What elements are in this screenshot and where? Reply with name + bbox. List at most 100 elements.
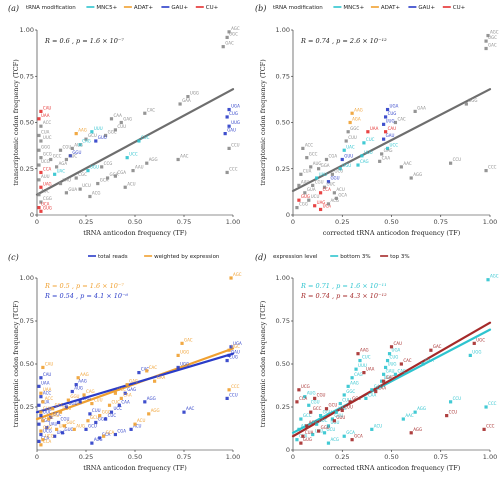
data-point-label: GAC [433,344,442,349]
data-point-label: UCC [390,142,399,147]
data-point-label: AGG [147,396,156,401]
data-point-label: GGC [352,396,361,401]
y-tick-label: 1.00 [20,26,34,34]
y-tick-label: 0.25 [276,165,290,173]
data-point-label: CAA [121,399,130,404]
data-point-label: CAC [141,367,149,372]
data-point-label: ACC [43,391,51,396]
data-point [299,172,303,176]
data-point-label: AUG [74,142,83,147]
data-point-label: CUA [41,399,50,404]
data-point-label: GGU [72,150,81,155]
data-point-label: CUU [344,404,353,409]
data-point-label: GUC [66,420,75,425]
stat-annotation-1: R = 0.74 , p = 4.3 × 10⁻¹² [300,292,387,300]
data-point [227,107,231,112]
data-point-label: GCC [53,154,62,159]
data-point [413,109,417,113]
data-point-label: GAC [488,43,497,48]
data-point [348,400,352,404]
data-point-label: UAC [57,168,66,173]
data-point-label: CUG [388,111,397,116]
x-tick-label: 0 [291,218,295,226]
data-point [366,130,370,134]
data-point-label: UGA [392,348,401,353]
data-point [125,156,129,160]
data-point [340,157,344,162]
data-point [78,400,82,404]
x-tick-label: 0.75 [177,218,191,226]
x-tick-label: 0.75 [434,218,448,226]
data-point-label: ACC [43,120,51,125]
data-point-label: CCA [43,439,52,444]
y-axis-title: transcriptomic codon frequency (TCF) [12,59,20,186]
data-point [445,414,449,418]
y-axis-title: transcriptomic codon frequency (TCF) [259,300,267,427]
data-point-label: UCG [301,384,310,389]
data-point-label: GUC [68,154,77,159]
y-tick-label: 0.25 [20,165,34,173]
data-point [76,376,80,380]
x-tick-label: 1.00 [483,453,497,461]
data-point [360,154,364,158]
data-point-label: UUU [358,363,367,368]
data-point-label: GGC [102,410,111,415]
data-point-label: UCG [45,434,54,439]
data-point [338,167,342,171]
data-point-label: UGC [476,337,485,342]
data-point [55,427,59,431]
data-point [133,422,137,426]
data-point [49,415,53,419]
data-point-label: CUU [348,135,357,140]
data-point-label: AUG [76,423,85,428]
data-point [315,422,319,426]
data-point-label: UAG [43,181,52,186]
data-point-label: CCG [104,161,113,166]
data-point-label: UCC [113,406,122,411]
data-point [119,120,123,125]
data-point [326,180,331,184]
data-point-label: CGU [63,406,72,411]
data-point-label: UGG [180,361,189,366]
data-point-label: CUA [305,430,314,435]
legend-title: expression level [273,254,318,260]
data-point-label: UGU [342,163,351,168]
data-point [307,403,311,407]
data-point [309,165,313,169]
data-point-label: AAG [78,128,87,133]
data-point-label: AGC [490,30,499,35]
data-point [176,365,180,370]
data-point [39,391,43,395]
data-point-label: UAA [41,113,50,118]
data-point-label: UAA [43,387,52,392]
data-point-label: GUU [98,135,107,140]
data-point [472,341,476,345]
data-point [227,388,231,392]
data-point-label: CGU [63,144,72,149]
data-point [299,417,303,421]
data-point [346,384,350,388]
data-point-label: UGG [180,349,189,354]
data-point [178,102,182,106]
y-tick-label: 1.00 [276,26,290,34]
data-point [322,431,327,435]
x-tick-label: 0.25 [335,453,349,461]
data-point [107,403,112,407]
data-point [123,185,127,189]
data-point-label: GAA [425,358,434,363]
stat-annotation-0: R = 0.71 , p = 1.6 × 10⁻¹¹ [300,282,387,290]
data-point-label: CUU [94,398,103,403]
x-tick-label: 0 [35,453,39,461]
data-point-label: CUC [362,355,371,360]
legend: expression level bottom 3% top 3% [273,254,410,260]
data-point-label: CGU [315,179,324,184]
data-point-label: CUG [229,111,238,116]
data-point-label: GCA [338,192,347,197]
data-point [37,439,41,443]
data-point-label: ACG [330,198,339,203]
data-point [137,139,141,143]
data-point-label: CCU [229,392,238,397]
data-point [449,400,453,404]
data-point [129,427,133,431]
data-point [180,341,184,345]
